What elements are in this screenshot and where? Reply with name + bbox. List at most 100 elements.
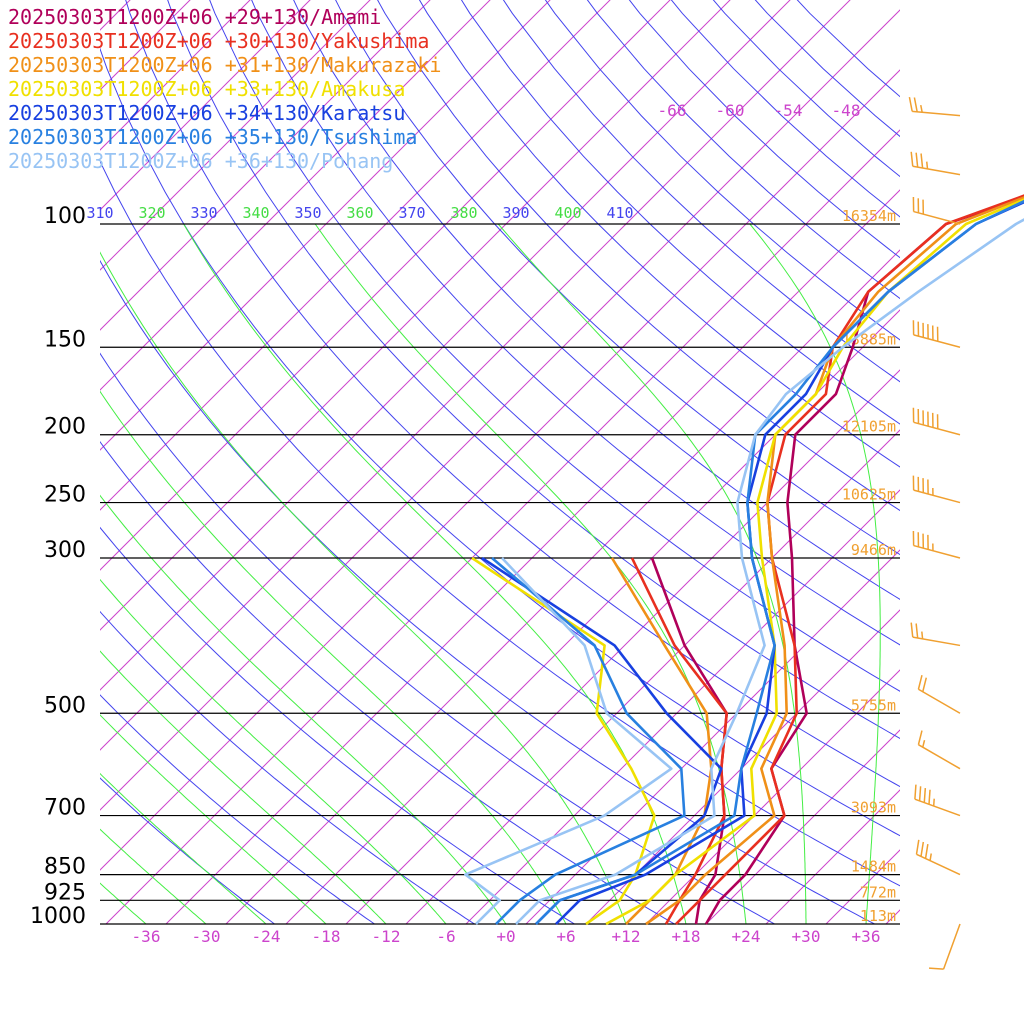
temperature-line-3 (605, 198, 1024, 926)
wind-barb (912, 475, 961, 504)
theta-label: 340 (242, 204, 269, 222)
theta-label: 400 (554, 204, 581, 222)
theta-label: 390 (502, 204, 529, 222)
moist-adiabat-line (100, 828, 207, 924)
mixing-label: -54 (774, 101, 803, 120)
wind-barb (912, 197, 961, 225)
pressure-label-250: 250 (44, 483, 86, 508)
isotherm-line (100, 0, 311, 211)
theta-label: 350 (294, 204, 321, 222)
height-label-100: 16354m (842, 207, 896, 225)
wind-barb (910, 151, 961, 176)
wind-barb (917, 674, 961, 714)
wind-barb-staff (918, 688, 961, 714)
isotherm-line (765, 789, 900, 924)
wind-barb-feather (922, 677, 928, 692)
pressure-label-300: 300 (44, 538, 86, 563)
dry-adiabat-line (100, 610, 476, 924)
wind-barb (910, 622, 961, 647)
height-label-850: 1484m (851, 858, 896, 876)
wind-barb (912, 320, 961, 348)
wind-barb-staff (913, 544, 961, 559)
mixing-label: -48 (832, 101, 861, 120)
pressure-label-850: 850 (44, 855, 86, 880)
dry-adiabat-line (100, 526, 576, 924)
wind-barb-feather (920, 104, 923, 113)
moist-adiabat-line (183, 223, 687, 924)
wind-barb (917, 730, 961, 770)
wind-barb-feather (929, 853, 932, 861)
wind-barb-feather (926, 161, 929, 169)
legend: 20250303T1200Z+06 +29+130/Amami20250303T… (8, 5, 441, 173)
soundings (464, 194, 1024, 926)
wind-barb-staff (913, 334, 961, 348)
pressure-label-925: 925 (44, 880, 86, 905)
dewpoint-line-0 (650, 557, 729, 925)
isotherm-line (525, 549, 900, 924)
wind-barb (912, 530, 961, 559)
x-tick-label: -12 (372, 927, 401, 946)
legend-entry: 20250303T1200Z+06 +29+130/Amami (8, 5, 381, 29)
wind-barb-staff (912, 165, 961, 176)
wind-barb-staff (913, 421, 961, 436)
wind-barb-feather (910, 151, 914, 167)
x-tick-label: +30 (792, 927, 821, 946)
x-tick-label: -24 (252, 927, 281, 946)
isotherm-line (100, 0, 431, 331)
pressure-label-100: 100 (44, 204, 86, 229)
height-label-1000: 113m (860, 907, 896, 925)
temperature-line-2 (645, 196, 1024, 926)
wind-barb-feather (918, 786, 922, 801)
wind-barb-staff (912, 110, 961, 117)
isotherm-line (946, 0, 1024, 924)
dry-adiabat-line (100, 694, 376, 924)
wind-barb-staff (913, 489, 961, 504)
wind-barb-staff (916, 853, 961, 876)
temperature-line-6 (515, 218, 1024, 925)
isotherm-line (465, 489, 900, 924)
temperature-line-5 (535, 199, 1024, 925)
dry-adiabat-line (586, 0, 900, 300)
wind-barb-feather (928, 789, 931, 805)
height-label-700: 3093m (851, 799, 896, 817)
wind-barb-feather (922, 739, 926, 748)
legend-entry: 20250303T1200Z+06 +30+130/Yakushima (8, 29, 429, 53)
x-tick-label: +0 (496, 927, 515, 946)
wind-barb-feather (924, 844, 929, 859)
wind-barb-staff (913, 210, 961, 225)
wind-barb (908, 96, 961, 117)
isotherm-line (645, 669, 900, 924)
theta-label: 360 (346, 204, 373, 222)
wind-barb (915, 839, 961, 876)
x-tick-label: -6 (436, 927, 455, 946)
legend-entry: 20250303T1200Z+06 +35+130/Tsushima (8, 125, 417, 149)
wind-barb-feather (914, 784, 917, 800)
pressure-label-150: 150 (44, 327, 86, 352)
x-tick-label: +12 (612, 927, 641, 946)
isotherm-line (100, 0, 371, 271)
legend-entry: 20250303T1200Z+06 +31+130/Makurazaki (8, 53, 441, 77)
legend-entry: 20250303T1200Z+06 +33+130/Amakusa (8, 77, 405, 101)
wind-barb (912, 407, 961, 436)
wind-barb-staff (918, 744, 961, 770)
mixing-label: -60 (716, 101, 745, 120)
theta-label: 380 (450, 204, 477, 222)
x-tick-label: -36 (132, 927, 161, 946)
wind-barb-feather (913, 97, 918, 112)
pressure-label-700: 700 (44, 796, 86, 821)
isotherm-line (100, 0, 491, 391)
legend-entry: 20250303T1200Z+06 +36+130/Pohang (8, 149, 393, 173)
x-tick-label: +6 (556, 927, 575, 946)
wind-barb-feather (915, 839, 920, 855)
wind-barb-feather (920, 841, 925, 857)
isotherm-line (585, 609, 900, 924)
mixing-label: -66 (658, 101, 687, 120)
moist-adiabat-line (314, 223, 747, 924)
x-tick-label: +18 (672, 927, 701, 946)
x-tick-label: -30 (192, 927, 221, 946)
isotherm-line (1006, 0, 1024, 924)
x-tick-label: -18 (312, 927, 341, 946)
pressure-label-200: 200 (44, 415, 86, 440)
height-label-200: 12105m (842, 418, 896, 436)
